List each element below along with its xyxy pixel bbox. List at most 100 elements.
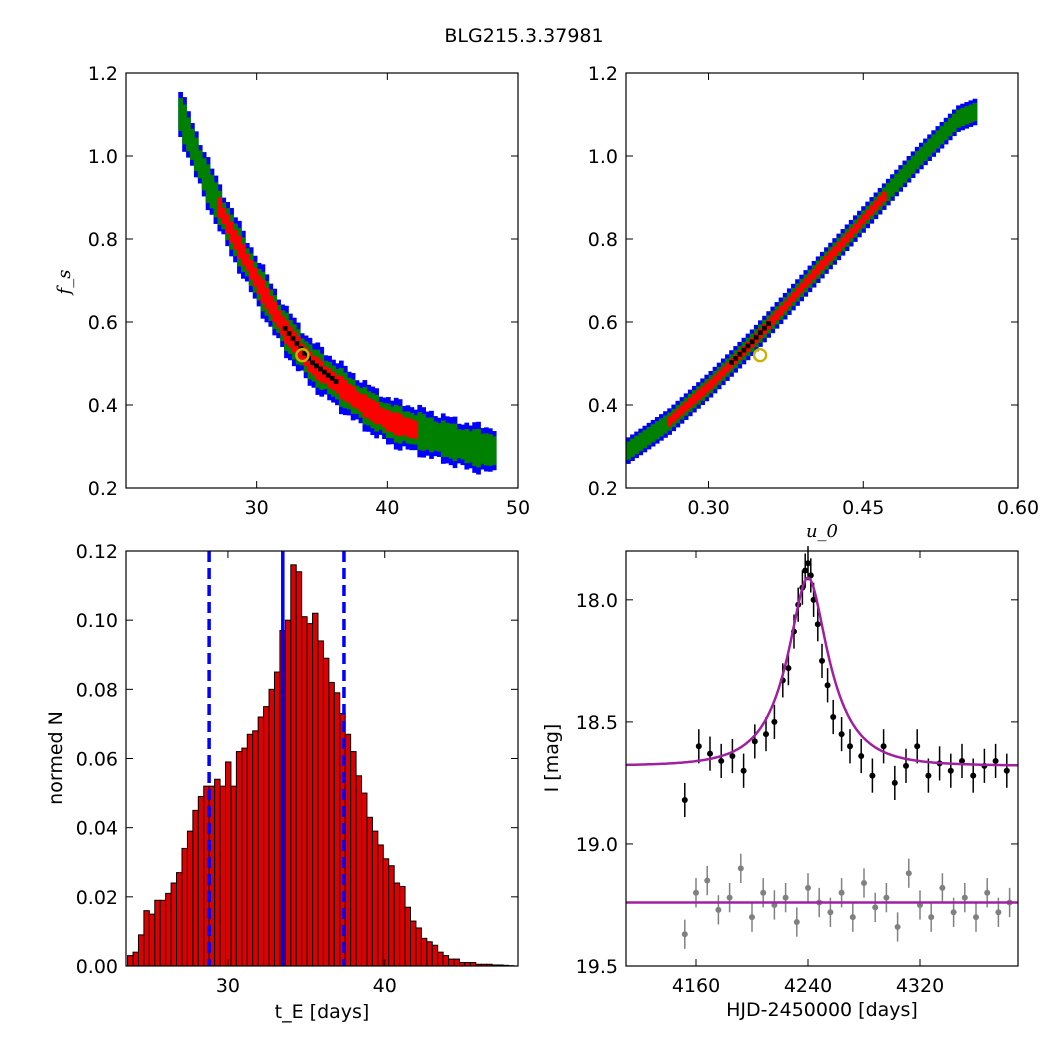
light-curve-point bbox=[830, 714, 837, 720]
density-cell bbox=[354, 391, 360, 409]
panel-fs-vs-te: 30 40 50 0.2 0.4 0.6 0.8 1.0 1.2 f_s bbox=[54, 63, 530, 519]
fs-u0-frame bbox=[625, 72, 1019, 489]
density-core-cell bbox=[282, 326, 288, 331]
density-cell bbox=[687, 397, 693, 408]
y-tick-label: 1.2 bbox=[88, 63, 118, 85]
density-cell bbox=[484, 433, 489, 466]
density-cell bbox=[272, 301, 278, 323]
histogram-bar bbox=[409, 920, 417, 967]
density-cell bbox=[890, 178, 895, 197]
light-curve-point bbox=[869, 772, 876, 779]
light-curve-point bbox=[771, 718, 778, 725]
histogram-bar bbox=[393, 882, 401, 967]
density-cell bbox=[679, 405, 685, 416]
density-cell bbox=[848, 228, 854, 239]
residual-point bbox=[973, 914, 979, 921]
histogram-bar bbox=[219, 785, 227, 967]
density-cell bbox=[671, 412, 677, 423]
histogram-bar bbox=[176, 872, 183, 967]
light-curve-point bbox=[805, 560, 811, 567]
density-cell bbox=[186, 117, 191, 152]
density-cell bbox=[429, 417, 434, 453]
density-cell bbox=[968, 104, 974, 123]
density-cell bbox=[315, 357, 321, 381]
density-cell bbox=[873, 200, 879, 211]
histogram-bar bbox=[322, 657, 330, 967]
density-cell bbox=[894, 173, 899, 193]
density-cell bbox=[480, 433, 485, 464]
y-tick-label: 0.08 bbox=[76, 679, 118, 701]
density-cell bbox=[692, 394, 697, 405]
density-cell bbox=[319, 360, 325, 383]
density-cell bbox=[774, 310, 780, 321]
light-curve-point bbox=[707, 750, 713, 757]
density-cell bbox=[683, 401, 689, 412]
light-curve-point bbox=[880, 743, 887, 750]
y-tick-label: 0.4 bbox=[88, 395, 118, 417]
density-core-cell bbox=[302, 351, 308, 356]
histogram-bar bbox=[453, 958, 460, 967]
density-cell bbox=[840, 237, 846, 248]
density-cell bbox=[209, 174, 215, 209]
density-cell bbox=[861, 214, 866, 225]
te-histogram-bars bbox=[127, 551, 515, 967]
histogram-bar bbox=[165, 892, 172, 967]
density-core-cell bbox=[286, 331, 292, 336]
histogram-bar bbox=[159, 899, 167, 967]
density-core-cell bbox=[749, 339, 755, 345]
density-cell bbox=[413, 421, 419, 439]
histogram-bar bbox=[154, 899, 161, 967]
histogram-bar bbox=[377, 844, 384, 967]
density-core-cell bbox=[766, 321, 771, 326]
density-cell bbox=[807, 273, 813, 284]
density-cell bbox=[634, 435, 639, 454]
histogram-bar bbox=[301, 616, 308, 967]
panel-light-curve: 4160 4240 4320 18.0 18.5 19.0 19.5 HJD-2450000… bbox=[541, 546, 1019, 1021]
y-tick-label: 0.6 bbox=[588, 312, 618, 334]
histogram-bar bbox=[241, 747, 248, 967]
histogram-bar bbox=[344, 733, 352, 967]
x-tick-label: 4320 bbox=[896, 975, 944, 997]
density-cell bbox=[358, 394, 364, 412]
residual-point bbox=[760, 889, 767, 896]
density-cell bbox=[803, 278, 809, 289]
te-histogram-ylabel: normed N bbox=[45, 711, 67, 805]
density-cell bbox=[440, 420, 446, 457]
density-cell bbox=[712, 375, 718, 386]
density-cell bbox=[786, 296, 792, 307]
density-cell bbox=[182, 104, 187, 145]
histogram-bar bbox=[186, 830, 194, 967]
residual-point bbox=[838, 889, 845, 896]
residual-point bbox=[805, 884, 811, 891]
histogram-bar bbox=[426, 941, 433, 967]
histogram-bar bbox=[442, 955, 450, 967]
x-tick-label: 0.60 bbox=[997, 497, 1039, 519]
x-tick-label: 50 bbox=[506, 497, 530, 519]
light-curve-axes: 4160 4240 4320 18.0 18.5 19.0 19.5 bbox=[576, 551, 1018, 997]
density-cell bbox=[178, 98, 183, 131]
histogram-bar bbox=[225, 761, 232, 967]
density-core-cell bbox=[325, 372, 331, 378]
light-curve-point bbox=[992, 757, 999, 764]
density-cell bbox=[193, 137, 199, 172]
density-cell bbox=[421, 414, 427, 451]
density-cell bbox=[902, 164, 908, 183]
fs-te-frame bbox=[125, 72, 519, 489]
y-tick-label: 0.06 bbox=[76, 749, 118, 771]
histogram-bar bbox=[350, 751, 357, 967]
density-core-cell bbox=[753, 334, 759, 340]
density-cell bbox=[626, 441, 631, 460]
residual-point bbox=[737, 865, 744, 872]
y-tick-label: 0.02 bbox=[76, 887, 118, 909]
y-tick-label: 0.04 bbox=[76, 818, 118, 840]
density-cell bbox=[646, 426, 652, 446]
histogram-bar bbox=[273, 671, 281, 967]
density-cell bbox=[964, 106, 970, 125]
density-cell bbox=[264, 287, 270, 309]
density-cell bbox=[237, 235, 242, 259]
histogram-bar bbox=[284, 619, 292, 967]
density-cell bbox=[221, 207, 227, 224]
density-cell bbox=[397, 413, 403, 437]
density-cell bbox=[295, 336, 301, 358]
density-cell bbox=[460, 430, 466, 460]
